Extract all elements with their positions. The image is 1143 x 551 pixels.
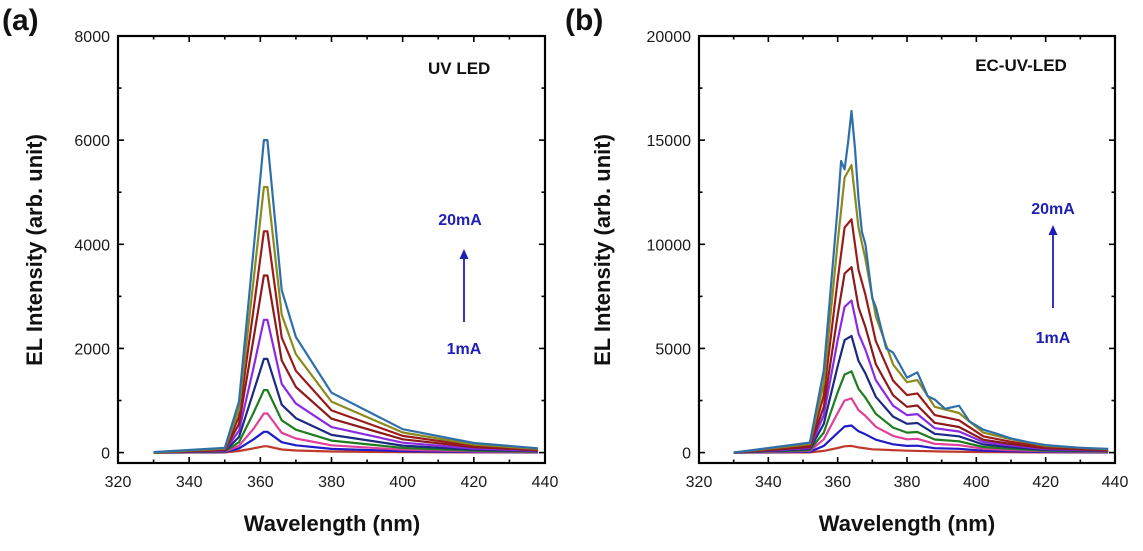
panel-b-series-line-3 [733, 397, 1109, 454]
panel-a-series-line-7 [153, 274, 538, 454]
panel-a-title: UV LED [428, 59, 490, 78]
panel-b-y-axis-label: EL Intensity (arb. unit) [590, 134, 615, 366]
panel-a-series-line-3 [153, 412, 538, 454]
panel-a-arrow-head [459, 249, 469, 259]
panel-b-ticks: 320 340 360 380 400 420 440 0 5000 10000 15000 2000… [647, 29, 1129, 491]
panel-b-y-tick-label: 20000 [647, 29, 692, 46]
panel-b-series [733, 109, 1109, 454]
panel-a-series [153, 139, 538, 454]
panel-a-series-line-2 [153, 430, 538, 454]
panel-b-series-line-6 [733, 299, 1109, 454]
panel-b-series-line-10 [733, 109, 1109, 454]
panel-a-series-line-6 [153, 318, 538, 454]
panel-b-series-line-7 [733, 266, 1109, 454]
panel-a-series-line-4 [153, 389, 538, 454]
panel-a-label: (a) [2, 4, 39, 37]
panel-a-series-line-9 [153, 185, 538, 454]
panel-b-y-tick-label: 10000 [647, 237, 692, 254]
panel-a-series-line-5 [153, 357, 538, 454]
panel-a-x-tick-label: 440 [532, 474, 559, 491]
panel-a-y-tick-label: 2000 [74, 341, 110, 358]
panel-b-series-line-8 [733, 218, 1109, 454]
panel-a-x-tick-label: 380 [318, 474, 345, 491]
panel-b-x-tick-label: 340 [755, 474, 782, 491]
panel-a-ticks: 320 340 360 380 400 420 440 0 2000 4000 6000 8000 [74, 29, 558, 491]
panel-a-plot-frame [116, 34, 547, 465]
panel-a-y-tick-label: 6000 [74, 133, 110, 150]
panel-b-annotation-low: 1mA [1036, 330, 1071, 347]
panel-b-x-tick-label: 440 [1102, 474, 1129, 491]
panel-a-series-line-10 [153, 139, 538, 454]
panel-a-x-tick-label: 320 [105, 474, 132, 491]
panel-a-annotation-high: 20mA [438, 212, 482, 229]
panel-b-title: EC-UV-LED [975, 56, 1067, 75]
panel-a-y-tick-label: 4000 [74, 237, 110, 254]
panel-b-series-line-4 [733, 370, 1109, 454]
panel-a-y-tick-label: 8000 [74, 29, 110, 46]
panel-b-y-tick-label: 15000 [647, 133, 692, 150]
panel-b-series-line-1 [733, 444, 1109, 454]
panel-a-x-axis-label: Wavelength (nm) [244, 511, 420, 536]
panel-a-x-tick-label: 400 [389, 474, 416, 491]
panel-a-annotation-low: 1mA [447, 341, 482, 358]
panel-b-y-tick-label: 0 [682, 446, 691, 463]
panel-b-x-tick-label: 320 [686, 474, 713, 491]
panel-b-x-axis-label: Wavelength (nm) [819, 511, 995, 536]
panel-a-y-tick-label: 0 [101, 446, 110, 463]
panel-b-x-tick-label: 360 [824, 474, 851, 491]
panel-b-x-tick-label: 420 [1032, 474, 1059, 491]
panel-b-series-line-5 [733, 334, 1109, 454]
panel-b-x-tick-label: 380 [894, 474, 921, 491]
panel-a-x-tick-label: 340 [176, 474, 203, 491]
panel-b-label: (b) [565, 4, 603, 37]
panel-b: (b) EC-UV-LED Wavelength (nm) EL Intensi… [565, 4, 1128, 536]
panel-a-y-axis-label: EL Intensity (arb. unit) [22, 134, 47, 366]
panel-b-annotation-high: 20mA [1031, 201, 1075, 218]
panel-b-x-tick-label: 400 [963, 474, 990, 491]
panel-b-y-tick-label: 5000 [655, 341, 691, 358]
panel-a-series-line-8 [153, 230, 538, 454]
panel-b-series-line-2 [733, 424, 1109, 454]
panel-a: (a) UV LED Wavelength (nm) EL Intensity … [2, 4, 558, 536]
panel-b-arrow-head [1048, 225, 1058, 235]
panel-a-x-tick-label: 360 [247, 474, 274, 491]
panel-a-x-tick-label: 420 [460, 474, 487, 491]
